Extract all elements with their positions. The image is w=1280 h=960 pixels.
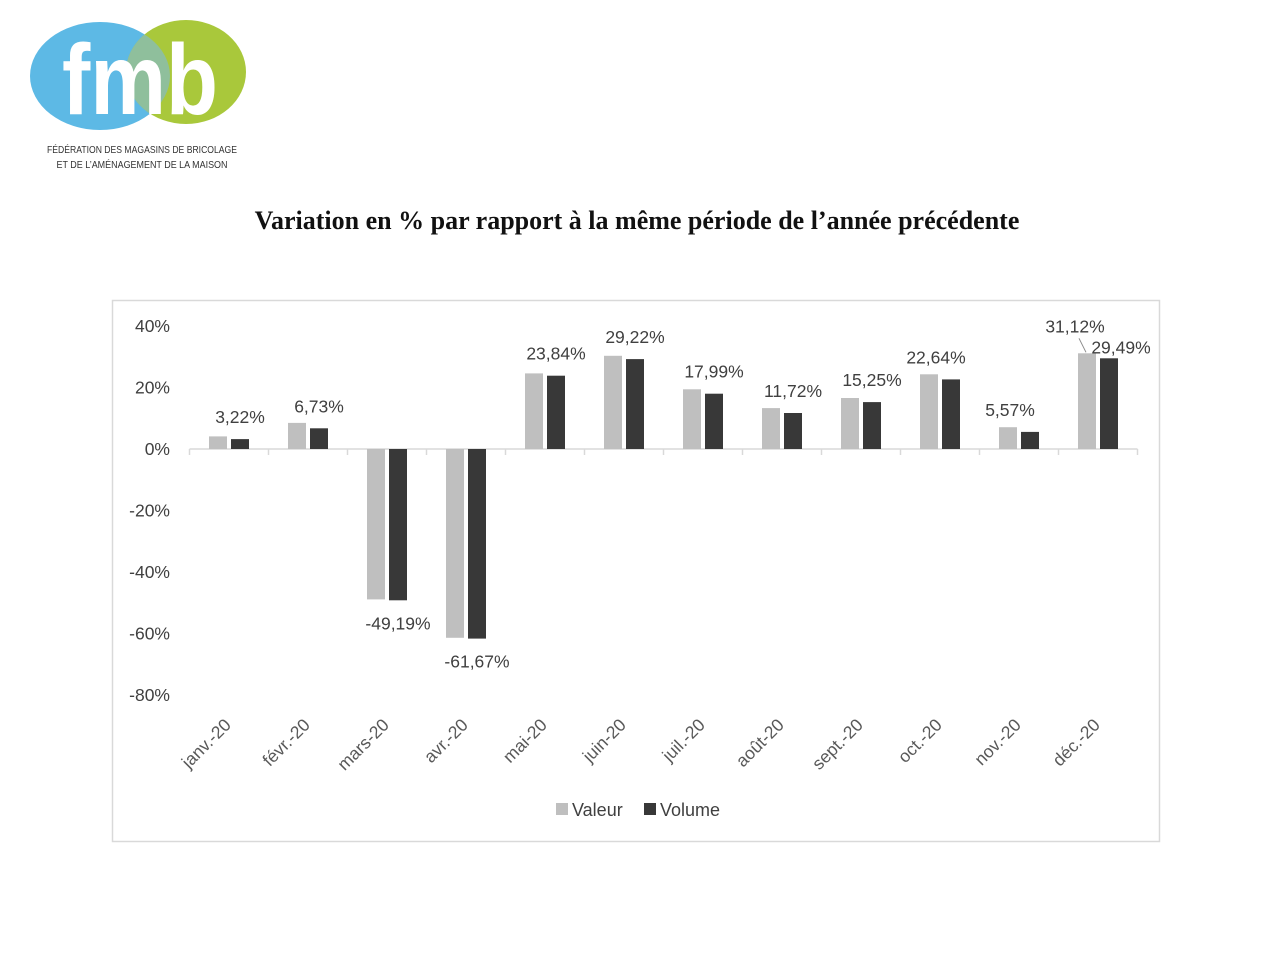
data-label-volume-nov-20: 5,57% [985, 400, 1035, 420]
bar-volume-oct-20 [942, 379, 960, 449]
data-label-volume-juil-20: 17,99% [684, 362, 743, 382]
legend-swatch-valeur [556, 803, 568, 815]
y-tick-label: -20% [129, 501, 170, 521]
data-label-leader-line [1078, 338, 1087, 353]
logo-wordmark: fmb [62, 24, 218, 136]
y-tick-label: 40% [135, 316, 170, 336]
bar-volume-nov-20 [1021, 431, 1039, 449]
legend-label-volume: Volume [660, 800, 720, 820]
bar-valeur-janv-20 [209, 436, 227, 449]
bar-volume-mars-20 [389, 449, 407, 601]
bar-valeur-dec-20 [1078, 353, 1096, 449]
bar-volume-avr-20 [468, 449, 486, 639]
bar-valeur-juil-20 [683, 389, 701, 449]
bar-volume-janv-20 [231, 439, 249, 449]
data-label-volume-juin-20: 29,22% [605, 327, 664, 347]
data-label-volume-mars-20: -49,19% [365, 613, 430, 633]
data-label-volume-dec-20: 29,49% [1091, 337, 1150, 357]
bar-valeur-avr-20 [446, 449, 464, 638]
bar-valeur-juin-20 [604, 355, 622, 449]
bar-valeur-sept-20 [841, 398, 859, 449]
logo-overlap-oval [126, 22, 170, 124]
y-tick-label: -40% [129, 562, 170, 582]
y-tick-label: -80% [129, 685, 170, 705]
bar-valeur-aout-20 [762, 408, 780, 449]
y-tick-label: 20% [135, 378, 170, 398]
bar-volume-aout-20 [784, 413, 802, 449]
data-label-volume-aout-20: 11,72% [764, 381, 822, 401]
data-label-volume-janv-20: 3,22% [215, 407, 265, 427]
data-label-valeur-dec-20: 31,12% [1045, 316, 1104, 336]
bar-valeur-mai-20 [525, 373, 543, 449]
bar-valeur-mars-20 [367, 449, 385, 600]
data-label-volume-avr-20: -61,67% [444, 652, 509, 672]
data-labels: 31,12% 3,22% 6,73% -49,19% -61,67% 23,84% 29,2… [215, 316, 1150, 671]
bar-volume-mai-20 [547, 375, 565, 449]
legend: Valeur Volume [556, 800, 720, 820]
bar-valeur-fevr-20 [288, 422, 306, 449]
x-axis [188, 448, 1139, 455]
bar-valeur-oct-20 [920, 374, 938, 449]
logo-tagline-line1: FÉDÉRATION DES MAGASINS DE BRICOLAGE [47, 143, 237, 156]
y-axis-labels: 40% 20% 0% -20% -40% -60% -80% [129, 316, 170, 705]
chart-title: Variation en % par rapport à la même pér… [0, 205, 1274, 237]
bar-volume-juil-20 [705, 393, 723, 449]
y-tick-label: 0% [145, 439, 170, 459]
data-label-volume-fevr-20: 6,73% [294, 396, 344, 416]
bar-valeur-nov-20 [999, 427, 1017, 449]
bar-volume-sept-20 [863, 402, 881, 449]
data-label-volume-sept-20: 15,25% [842, 370, 901, 390]
logo-graphic: fmb FÉDÉRATION DES MAGASINS DE BRICOLAGE… [30, 20, 246, 171]
bars [209, 353, 1118, 639]
data-label-volume-oct-20: 22,64% [906, 347, 965, 367]
logo-tagline-line2: ET DE L’AMÉNAGEMENT DE LA MAISON [57, 158, 228, 171]
y-tick-label: -60% [129, 624, 170, 644]
chart-title-text: Variation en % par rapport à la même pér… [254, 206, 1020, 235]
bar-volume-dec-20 [1100, 358, 1118, 449]
legend-label-valeur: Valeur [572, 800, 623, 820]
data-label-volume-mai-20: 23,84% [526, 344, 585, 364]
legend-swatch-volume [644, 803, 656, 815]
bar-volume-juin-20 [626, 359, 644, 449]
bar-chart: 40% 20% 0% -20% -40% -60% -80% 31,12% 3,22% 6,73… [111, 299, 1161, 843]
fmb-logo: fmb FÉDÉRATION DES MAGASINS DE BRICOLAGE… [18, 15, 258, 180]
bar-volume-fevr-20 [310, 428, 328, 449]
